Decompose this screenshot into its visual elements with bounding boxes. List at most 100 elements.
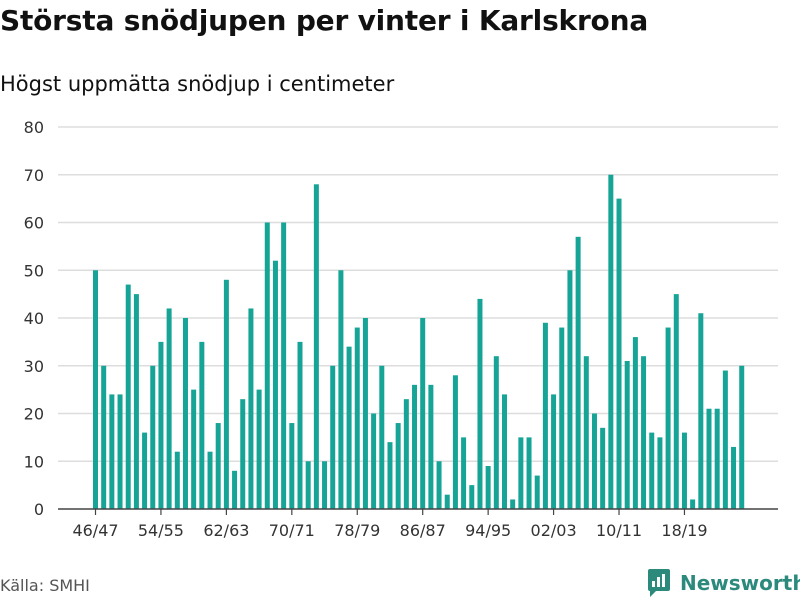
bar-series [93, 174, 745, 510]
x-axis: 46/47 54/55 62/63 70/71 78/79 86/87 94/95 02/03… [58, 508, 778, 540]
bar-87-88 [428, 384, 434, 509]
y-tick-label: 70 [24, 166, 44, 185]
brand-name: Newsworthy [680, 571, 800, 595]
bar-91-92 [461, 437, 467, 509]
bar-01-02 [542, 322, 548, 509]
x-tick-label: 10/11 [596, 521, 642, 540]
x-tick-label: 46/47 [72, 521, 118, 540]
bar-76-77 [338, 270, 344, 509]
chart-title: Största snödjupen per vinter i Karlskron… [0, 4, 649, 37]
bar-86-87 [420, 318, 426, 509]
bar-67-68 [264, 222, 270, 509]
bar-22-23 [714, 408, 720, 509]
y-tick-label: 20 [24, 405, 44, 424]
bar-73-74 [313, 184, 319, 510]
bar-23-24 [722, 370, 728, 509]
x-tick-label: 94/95 [465, 521, 511, 540]
bar-02-03 [551, 394, 557, 509]
bar-19-20 [690, 499, 696, 509]
bar-50-51 [125, 284, 131, 509]
bar-84-85 [403, 399, 409, 509]
bar-59-60 [199, 341, 205, 509]
bar-90-91 [452, 375, 458, 509]
bar-46-47 [93, 270, 98, 509]
bar-12-13 [632, 337, 638, 509]
y-axis-ticks: 0 10 20 30 40 50 60 70 80 [24, 118, 44, 519]
bar-15-16 [657, 437, 663, 509]
x-tick-label: 54/55 [138, 521, 184, 540]
bar-00-01 [534, 475, 540, 509]
bar-62-63 [223, 279, 229, 509]
bar-74-75 [322, 461, 328, 509]
bar-25-26 [739, 365, 745, 509]
bar-09-10 [608, 174, 614, 509]
bar-82-83 [387, 442, 393, 509]
source-note: Källa: SMHI [0, 576, 90, 595]
bar-71-72 [297, 341, 303, 509]
brand-logo: Newsworthy [646, 566, 800, 600]
bar-97-98 [510, 499, 516, 509]
x-tick-label: 70/71 [269, 521, 315, 540]
x-tick-label: 02/03 [531, 521, 577, 540]
bar-93-94 [477, 298, 483, 509]
y-tick-label: 60 [24, 214, 44, 233]
bar-92-93 [469, 485, 475, 509]
y-tick-label: 80 [24, 118, 44, 137]
bar-08-09 [600, 427, 606, 509]
x-tick-label: 78/79 [334, 521, 380, 540]
bar-98-99 [518, 437, 524, 509]
bar-68-69 [272, 260, 278, 509]
bar-48-49 [109, 394, 115, 509]
y-tick-label: 40 [24, 309, 44, 328]
bar-57-58 [182, 318, 188, 509]
x-tick-label: 86/87 [400, 521, 446, 540]
bar-54-55 [158, 341, 164, 509]
y-tick-label: 10 [24, 452, 44, 471]
y-tick-label: 30 [24, 357, 44, 376]
bar-66-67 [256, 389, 262, 509]
bar-83-84 [395, 423, 401, 509]
bar-60-61 [207, 451, 213, 509]
bar-chart: 0 10 20 30 40 50 60 70 80 46/47 54/55 62/63 70/71 78… [24, 118, 778, 540]
bar-17-18 [673, 294, 679, 509]
bar-88-89 [436, 461, 442, 509]
bar-94-95 [485, 466, 491, 509]
bar-89-90 [444, 494, 450, 509]
bar-11-12 [624, 360, 630, 509]
bar-51-52 [133, 294, 139, 509]
bar-85-86 [412, 384, 418, 509]
bar-96-97 [502, 394, 507, 509]
bar-77-78 [346, 346, 352, 509]
bar-03-04 [559, 327, 565, 509]
y-tick-label: 50 [24, 261, 44, 280]
bar-07-08 [591, 413, 597, 509]
bar-04-05 [567, 270, 573, 509]
bar-56-57 [174, 451, 180, 509]
chart-subtitle: Högst uppmätta snödjup i centimeter [0, 72, 395, 96]
bar-24-25 [731, 446, 737, 509]
bar-18-19 [681, 432, 687, 509]
bar-53-54 [150, 365, 156, 509]
bar-52-53 [142, 432, 148, 509]
bar-81-82 [379, 365, 385, 509]
newsworthy-logo-icon [648, 569, 670, 597]
bar-10-11 [616, 198, 622, 509]
bar-78-79 [354, 327, 360, 509]
bar-99-00 [526, 437, 532, 509]
bar-64-65 [240, 399, 246, 509]
bar-06-07 [583, 356, 589, 509]
bar-14-15 [649, 432, 655, 509]
grid-lines [58, 126, 778, 462]
x-tick-label: 18/19 [661, 521, 707, 540]
bar-61-62 [215, 423, 221, 509]
bar-49-50 [117, 394, 123, 509]
bar-79-80 [362, 318, 368, 509]
bar-20-21 [698, 313, 704, 509]
bar-21-22 [706, 408, 712, 509]
bar-47-48 [101, 365, 107, 509]
bar-05-06 [575, 236, 581, 509]
bar-16-17 [665, 327, 671, 509]
x-tick-label: 62/63 [203, 521, 249, 540]
bar-69-70 [281, 222, 287, 509]
bar-13-14 [641, 356, 647, 509]
